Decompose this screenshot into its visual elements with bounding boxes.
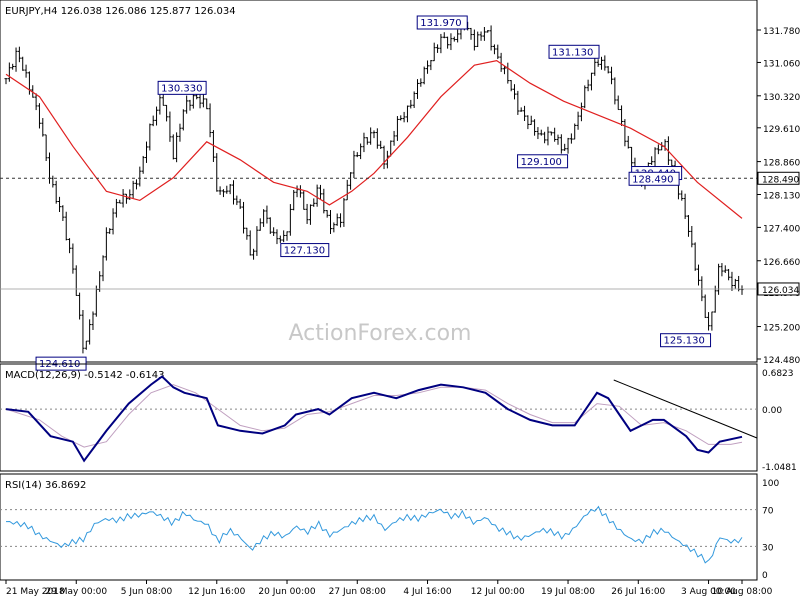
annotation-box bbox=[660, 333, 712, 348]
rsi-tick-label: 70 bbox=[762, 507, 774, 517]
price-tick-label: 129.610 bbox=[763, 125, 800, 135]
time-tick-label: 5 Jun 08:00 bbox=[121, 587, 173, 597]
price-tick-label: 125.200 bbox=[763, 324, 800, 334]
annotation-box bbox=[517, 154, 569, 169]
annotation-label: 124.610 bbox=[39, 359, 80, 370]
price-panel-border bbox=[0, 0, 758, 363]
time-tick-label: 3 Aug 00:00 bbox=[681, 587, 736, 597]
time-tick-label: 21 May 2018 bbox=[6, 587, 65, 597]
macd-series bbox=[0, 375, 758, 463]
macd-tick-label: 0.6823 bbox=[762, 369, 794, 379]
macd-tick-label: -1.0481 bbox=[762, 463, 797, 473]
macd-tick-label: 0.00 bbox=[762, 406, 782, 416]
rsi-series bbox=[0, 505, 757, 564]
annotation-label: 128.490 bbox=[632, 174, 673, 185]
price-tick-label: 128.860 bbox=[763, 159, 800, 169]
annotation-box bbox=[416, 15, 468, 30]
time-tick-label: 19 Jul 08:00 bbox=[541, 587, 595, 597]
rsi-tick-label: 30 bbox=[762, 543, 774, 553]
price-tick-label: 128.130 bbox=[763, 192, 800, 202]
macd-label: MACD(12,26,9) -0.5142 -0.6143 bbox=[5, 370, 165, 381]
price-tick-label: 131.780 bbox=[763, 27, 800, 37]
macd-trendline bbox=[613, 379, 758, 439]
annotation-box bbox=[628, 171, 680, 186]
candles bbox=[4, 17, 744, 354]
price-tick-label: 124.480 bbox=[763, 356, 800, 366]
macd-line bbox=[5, 375, 743, 463]
annotation-label: 127.130 bbox=[284, 246, 325, 257]
price-panel: EURJPY,H4 126.038 126.086 125.877 126.03… bbox=[0, 0, 758, 371]
annotation-label: 130.330 bbox=[161, 83, 202, 94]
watermark: ActionForex.com bbox=[289, 321, 472, 346]
current-price-box bbox=[757, 282, 800, 296]
annotation-label: 131.970 bbox=[420, 18, 461, 29]
rsi-label: RSI(14) 36.8692 bbox=[5, 480, 86, 491]
time-tick-label: 29 May 00:00 bbox=[45, 587, 107, 597]
time-tick-label: 10 Aug 08:00 bbox=[712, 587, 773, 597]
annotation-box bbox=[548, 44, 600, 59]
time-tick-label: 27 Jun 08:00 bbox=[329, 587, 386, 597]
price-tick-label: 126.660 bbox=[763, 258, 800, 268]
price-tick-label: 127.400 bbox=[763, 224, 800, 234]
key-level-price-box-text: 128.490 bbox=[762, 175, 799, 185]
annotation-label: 129.100 bbox=[521, 157, 562, 168]
axes: 131.780 131.060 130.320 129.610 128.860 128.1… bbox=[5, 27, 800, 597]
time-tick-label: 20 Jun 00:00 bbox=[258, 587, 315, 597]
rsi-panel-border bbox=[0, 473, 758, 581]
time-tick-label: 12 Jul 00:00 bbox=[471, 587, 525, 597]
time-tick-label: 26 Jul 16:00 bbox=[611, 587, 665, 597]
symbol-header: EURJPY,H4 126.038 126.086 125.877 126.03… bbox=[5, 6, 236, 17]
macd-panel: MACD(12,26,9) -0.5142 -0.6143 bbox=[0, 363, 758, 472]
time-tick-label: 12 Jun 16:00 bbox=[188, 587, 245, 597]
price-tick-label: 130.320 bbox=[763, 93, 800, 103]
rsi-line bbox=[5, 505, 743, 564]
rsi-tick-label: 0 bbox=[762, 571, 768, 581]
rsi-panel: RSI(14) 36.8692 bbox=[0, 473, 758, 581]
moving-average-line bbox=[5, 59, 743, 219]
macd-panel-border bbox=[0, 363, 758, 472]
annotation-label: 125.130 bbox=[664, 336, 705, 347]
annotation-box bbox=[280, 243, 330, 258]
annotation-label: 131.130 bbox=[552, 47, 593, 58]
annotation-box bbox=[157, 80, 207, 95]
price-tick-label: 131.060 bbox=[763, 59, 800, 69]
key-level-price-box bbox=[757, 171, 800, 185]
time-tick-label: 4 Jul 16:00 bbox=[403, 587, 452, 597]
overlays: 124.610 130.330 127.130 131.970 129.100 131.1… bbox=[0, 15, 757, 371]
rsi-tick-label: 100 bbox=[762, 479, 779, 489]
current-price-box-text: 126.034 bbox=[762, 286, 799, 296]
